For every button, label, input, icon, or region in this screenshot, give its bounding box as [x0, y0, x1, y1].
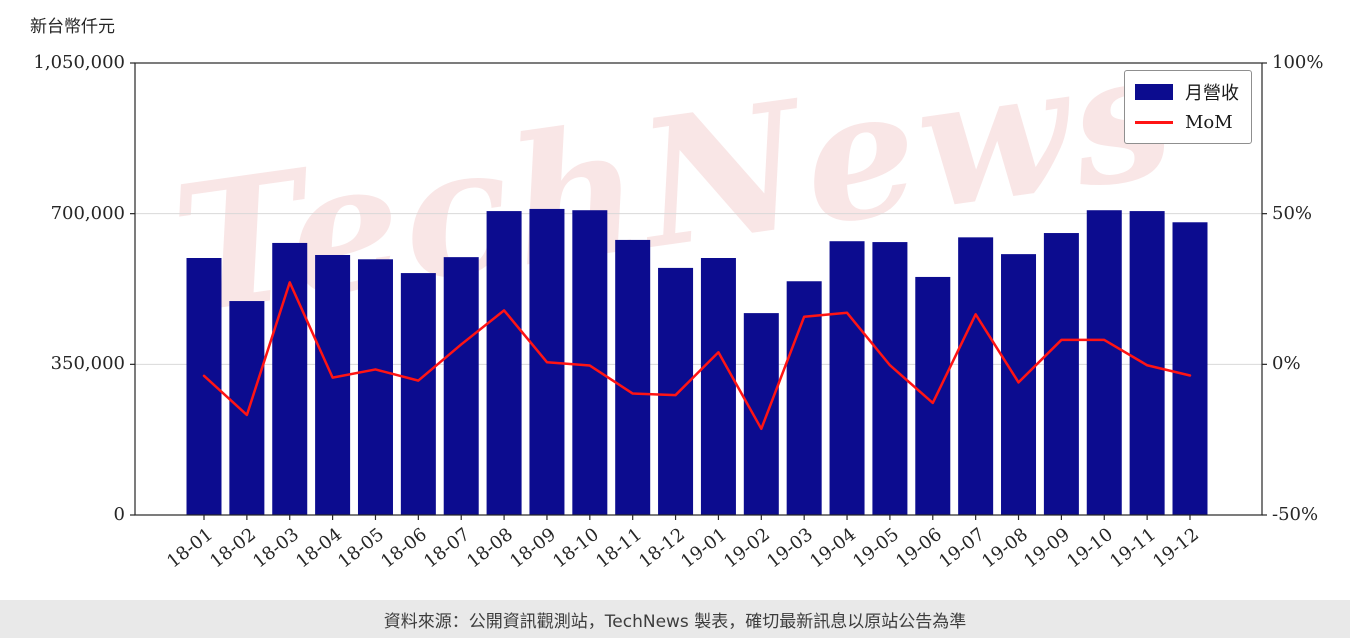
revenue-bar-18-06 — [400, 273, 436, 515]
revenue-bar-19-11 — [1129, 211, 1165, 516]
legend-bar-swatch — [1135, 83, 1173, 100]
revenue-bar-18-07 — [443, 257, 479, 515]
revenue-bar-19-02 — [743, 313, 779, 515]
legend-row-mom: MoM — [1135, 109, 1239, 136]
legend-bar-label: 月營收 — [1185, 82, 1239, 104]
revenue-bar-18-02 — [229, 301, 265, 515]
plot-border — [134, 62, 1263, 516]
revenue-bar-18-11 — [615, 239, 651, 515]
legend-row-revenue: 月營收 — [1135, 78, 1239, 105]
revenue-bar-18-04 — [315, 254, 351, 516]
mom-line — [202, 281, 1192, 431]
revenue-bar-18-08 — [486, 211, 522, 516]
revenue-bar-18-10 — [572, 210, 608, 516]
revenue-bar-19-09 — [1043, 233, 1079, 516]
revenue-bar-18-05 — [357, 259, 393, 515]
revenue-bar-19-04 — [829, 241, 865, 515]
legend-line-label: MoM — [1185, 112, 1233, 133]
revenue-bar-19-12 — [1172, 222, 1208, 515]
revenue-bar-19-08 — [1001, 254, 1037, 516]
revenue-bar-18-03 — [272, 242, 308, 516]
source-footer: 資料來源：公開資訊觀測站，TechNews 製表，確切最新訊息以原站公告為準 — [0, 600, 1350, 638]
revenue-bar-18-12 — [658, 267, 694, 515]
revenue-bar-19-07 — [958, 237, 994, 516]
revenue-bar-19-10 — [1086, 210, 1122, 516]
revenue-bar-19-06 — [915, 276, 951, 515]
revenue-bar-19-05 — [872, 242, 908, 515]
legend: 月營收 MoM — [1124, 70, 1252, 144]
revenue-bar-19-01 — [700, 258, 736, 515]
legend-line-swatch — [1135, 121, 1173, 124]
